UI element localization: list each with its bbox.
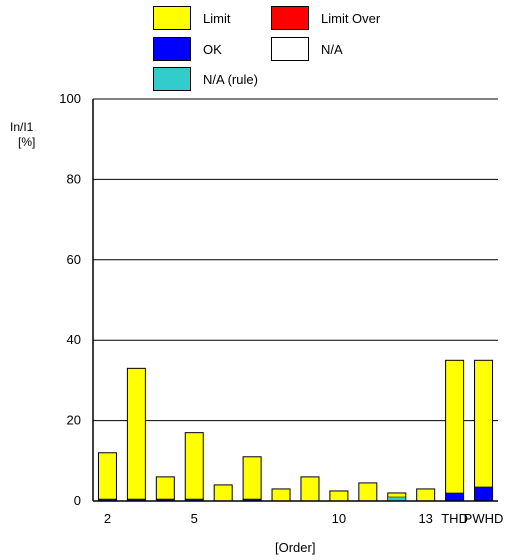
grid-lines	[93, 98, 498, 422]
bar-limit	[445, 359, 465, 502]
x-tick-label: THD	[441, 511, 468, 526]
bar-limit	[474, 359, 494, 502]
bar-limit	[329, 490, 349, 502]
legend-label-na-rule: N/A (rule)	[203, 71, 258, 87]
bar-ok	[445, 492, 464, 502]
legend-item-na-rule: N/A (rule)	[153, 66, 258, 92]
legend-swatch-na-rule	[153, 67, 191, 91]
x-tick-label: 5	[191, 511, 198, 526]
legend-label-limit: Limit	[203, 10, 231, 26]
legend-item-na: N/A	[271, 36, 343, 62]
legend-item-ok: OK	[153, 36, 222, 62]
y-tick-label: 40	[67, 332, 81, 347]
axes	[92, 99, 498, 502]
bar-limit	[300, 476, 320, 502]
legend-swatch-limit	[153, 6, 191, 30]
legend-swatch-na	[271, 37, 309, 61]
bar-limit	[184, 432, 204, 502]
bar-ok	[474, 486, 493, 502]
bar-limit	[213, 484, 233, 502]
y-tick-label: 100	[59, 91, 81, 106]
y-axis-label: In/I1 [%]	[10, 120, 35, 150]
bar-limit	[271, 488, 291, 502]
bar-limit	[416, 488, 436, 502]
bar-limit	[155, 476, 175, 502]
x-tick-label: 13	[418, 511, 432, 526]
bars	[97, 359, 494, 502]
legend-swatch-ok	[153, 37, 191, 61]
legend-item-limit-over: Limit Over	[271, 5, 380, 31]
legend-label-ok: OK	[203, 41, 222, 57]
bar-limit	[97, 452, 117, 502]
x-tick-label: PWHD	[464, 511, 504, 526]
y-tick-label: 60	[67, 252, 81, 267]
y-axis-label-line1: In/I1	[10, 120, 34, 134]
x-tick-label: 2	[104, 511, 111, 526]
y-tick-labels: 0 20 40 60 80 100	[59, 91, 81, 508]
x-tick-label: 10	[332, 511, 346, 526]
y-axis-label-line2: [%]	[18, 135, 36, 149]
x-axis-label: [Order]	[275, 540, 316, 555]
legend-item-limit: Limit	[153, 5, 230, 31]
y-tick-label: 0	[74, 493, 81, 508]
legend-label-limit-over: Limit Over	[321, 10, 381, 26]
bar-limit	[242, 456, 262, 502]
y-tick-label: 80	[67, 171, 81, 186]
y-tick-label: 20	[67, 413, 81, 428]
bar-limit	[126, 367, 146, 502]
bar-limit	[358, 482, 378, 502]
legend-swatch-limit-over	[271, 6, 309, 30]
legend-label-na: N/A	[321, 41, 343, 57]
